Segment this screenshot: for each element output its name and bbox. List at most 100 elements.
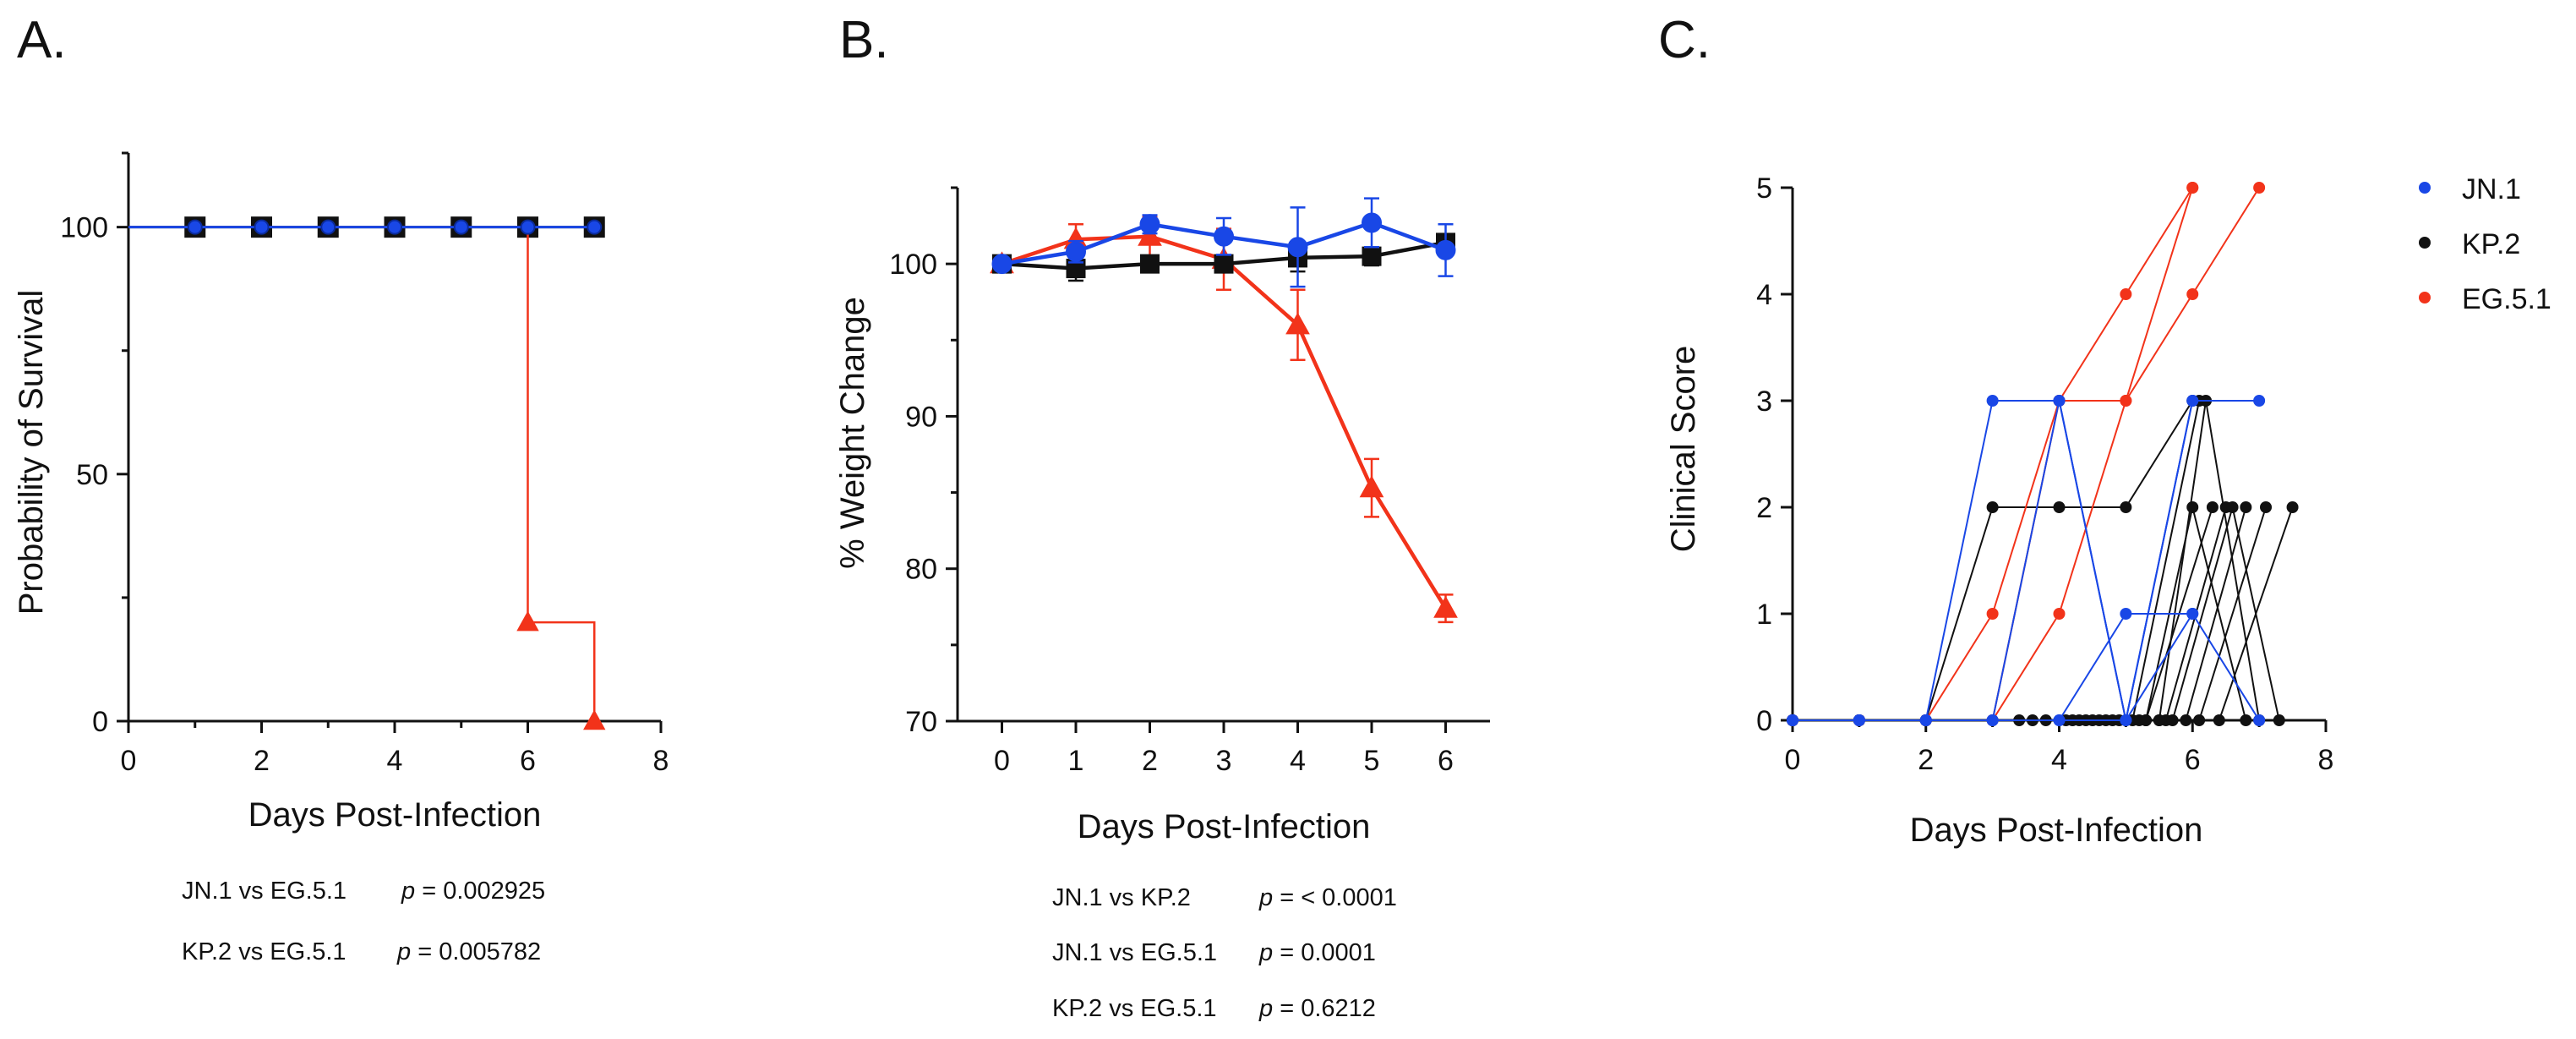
point-JN.1 (1986, 714, 1999, 726)
panel-b-stat-label: JN.1 vs EG.5.1 (1052, 939, 1217, 966)
x-tick-label: 8 (653, 745, 669, 777)
point-EG.5.1 (2253, 182, 2266, 194)
x-tick-label: 4 (1290, 745, 1306, 777)
marker-EG.5.1 (1285, 312, 1310, 335)
y-tick-label: 100 (889, 249, 937, 281)
trajectory-JN.1 (1793, 400, 2194, 721)
panel-b-stat-p: p = 0.6212 (1258, 995, 1376, 1022)
trajectory-KP.2 (1793, 506, 2280, 721)
panel-a-stat-p: p = 0.005782 (396, 938, 541, 965)
point-JN.1 (2120, 714, 2132, 726)
point-KP.2 (2120, 501, 2132, 513)
panel-b-stat-label: KP.2 vs EG.5.1 (1052, 995, 1217, 1022)
panel-a-ylabel: Probability of Survival (13, 290, 50, 615)
marker-eg51 (583, 709, 606, 730)
marker-jn1 (453, 219, 469, 235)
trajectory-EG.5.1 (1793, 187, 2194, 721)
legend: JN.1 KP.2 EG.5.1 (2419, 173, 2551, 315)
trajectory-KP.2 (1793, 400, 2194, 721)
panel-c: C. 0 2 4 6 8 0 1 2 3 4 5 Days Post-Infection Clini… (1658, 11, 2551, 849)
legend-label: JN.1 (2462, 173, 2521, 205)
x-tick-label: 0 (994, 745, 1010, 777)
panel-a-letter: A. (17, 11, 67, 69)
point-EG.5.1 (2120, 395, 2132, 407)
point-KP.2 (2186, 501, 2199, 513)
marker-JN.1 (1362, 212, 1382, 233)
legend-label: EG.5.1 (2462, 283, 2551, 315)
marker-jn1 (387, 219, 402, 235)
point-JN.1 (1919, 714, 1932, 726)
marker-JN.1 (1214, 226, 1234, 247)
point-KP.2 (2286, 501, 2299, 513)
point-KP.2 (2240, 501, 2252, 513)
marker-jn1 (187, 219, 203, 235)
point-JN.1 (2053, 395, 2066, 407)
point-EG.5.1 (2186, 182, 2199, 194)
marker-jn1 (520, 219, 536, 235)
point-JN.1 (1853, 714, 1865, 726)
y-tick-label: 70 (905, 706, 937, 738)
point-KP.2 (2273, 714, 2285, 726)
point-KP.2 (2260, 501, 2273, 513)
point-KP.2 (2053, 501, 2066, 513)
marker-eg51 (516, 610, 539, 632)
panel-a-xlabel: Days Post-Infection (248, 796, 542, 834)
point-JN.1 (2186, 608, 2199, 620)
y-tick-label: 0 (1756, 705, 1772, 737)
y-tick-label: 80 (905, 554, 937, 586)
trajectory-EG.5.1 (1793, 187, 2194, 721)
panel-b-stat-p: p = 0.0001 (1258, 939, 1376, 966)
point-EG.5.1 (2053, 608, 2066, 620)
marker-jn1 (587, 219, 603, 235)
survival-line-EG.5.1 (128, 226, 596, 721)
x-tick-label: 2 (254, 745, 270, 777)
point-JN.1 (2253, 714, 2266, 726)
marker-KP.2 (1214, 254, 1234, 274)
marker-JN.1 (1287, 237, 1308, 258)
x-tick-label: 8 (2318, 744, 2334, 776)
marker-JN.1 (1435, 239, 1456, 260)
panel-b-stat-p: p = < 0.0001 (1258, 884, 1397, 911)
point-JN.1 (2053, 714, 2066, 726)
x-tick-label: 0 (121, 745, 137, 777)
marker-EG.5.1 (1359, 475, 1384, 498)
marker-JN.1 (1066, 241, 1086, 262)
panel-a-stat-p: p = 0.002925 (401, 878, 545, 905)
x-tick-label: 3 (1216, 745, 1232, 777)
marker-EG.5.1 (1433, 595, 1458, 618)
trajectory-KP.2 (1793, 400, 2201, 721)
point-KP.2 (2226, 501, 2239, 513)
x-tick-label: 2 (1918, 744, 1934, 776)
panel-b-ylabel: % Weight Change (834, 297, 871, 569)
marker-EG.5.1 (1138, 223, 1162, 246)
y-tick-label: 3 (1756, 386, 1772, 418)
point-KP.2 (2213, 714, 2225, 726)
marker-JN.1 (1139, 214, 1160, 235)
y-tick-label: 2 (1756, 492, 1772, 524)
point-JN.1 (1787, 714, 1798, 726)
legend-label: KP.2 (2462, 228, 2520, 260)
panel-b-xlabel: Days Post-Infection (1078, 808, 1371, 845)
point-KP.2 (1986, 501, 1999, 513)
weight-line-EG.5.1 (1001, 234, 1448, 610)
point-KP.2 (2240, 714, 2252, 726)
legend-marker-kp2 (2419, 237, 2431, 249)
panel-a-stat-label: JN.1 vs EG.5.1 (182, 878, 347, 905)
marker-JN.1 (991, 254, 1012, 275)
point-JN.1 (2253, 395, 2266, 407)
panel-c-letter: C. (1658, 11, 1711, 69)
x-tick-label: 4 (2051, 744, 2067, 776)
y-tick-label: 0 (92, 706, 108, 738)
x-tick-label: 5 (1364, 745, 1380, 777)
trajectory-JN.1 (1793, 613, 2193, 721)
marker-KP.2 (1362, 246, 1382, 266)
panel-a: A. 0 2 4 6 8 0 50 100 Days Post-Infection Proba… (13, 11, 669, 965)
panel-c-ylabel: Clinical Score (1665, 346, 1702, 553)
y-tick-label: 50 (76, 459, 108, 491)
point-JN.1 (1986, 395, 1999, 407)
point-EG.5.1 (2186, 288, 2199, 300)
x-tick-label: 6 (520, 745, 536, 777)
marker-jn1 (254, 219, 270, 235)
legend-marker-jn1 (2419, 182, 2431, 194)
